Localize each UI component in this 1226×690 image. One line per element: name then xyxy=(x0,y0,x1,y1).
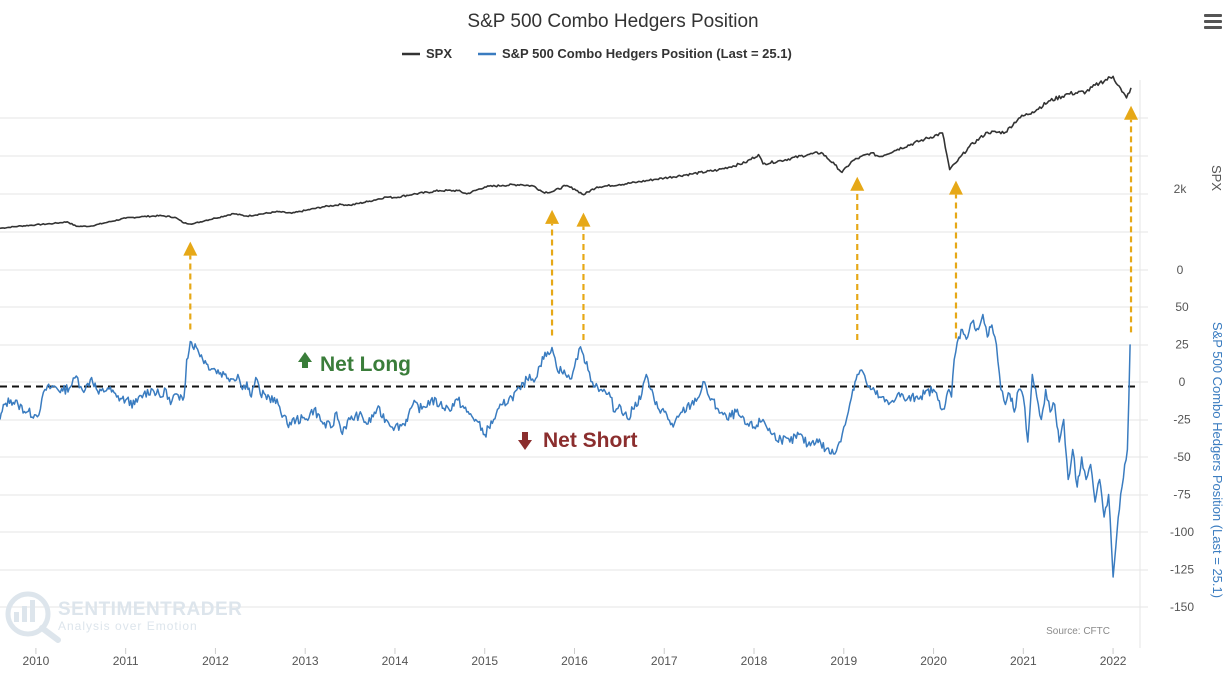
sentimentrader-logo-icon xyxy=(5,591,61,643)
x-tick-label: 2016 xyxy=(561,654,588,668)
hedgers-axis-title: S&P 500 Combo Hedgers Position (Last = 2… xyxy=(1210,322,1225,598)
spx-line xyxy=(0,75,1132,230)
spx-axis-title: SPX xyxy=(1209,165,1224,191)
net-short-label: Net Short xyxy=(543,429,638,452)
hedgers-tick-label: 25 xyxy=(1175,338,1189,352)
y-axis-left: 2k 0 SPX xyxy=(1174,165,1224,277)
hedgers-tick-label: 50 xyxy=(1175,300,1189,314)
hedgers-tick-label: -25 xyxy=(1173,413,1191,427)
legend-item-hedgers[interactable]: S&P 500 Combo Hedgers Position (Last = 2… xyxy=(478,46,792,61)
x-tick-label: 2018 xyxy=(741,654,768,668)
hedgers-tick-label: 0 xyxy=(1179,375,1186,389)
hedgers-tick-label: -50 xyxy=(1173,450,1191,464)
signal-arrow-head-icon xyxy=(183,241,198,256)
hedgers-tick-label: -125 xyxy=(1170,563,1194,577)
down-arrow-icon xyxy=(518,432,532,450)
hedgers-tick-label: -75 xyxy=(1173,488,1191,502)
hedgers-tick-label: -100 xyxy=(1170,525,1194,539)
x-tick-label: 2022 xyxy=(1100,654,1127,668)
source-label: Source: CFTC xyxy=(1046,626,1110,637)
x-tick-label: 2014 xyxy=(382,654,409,668)
signal-arrow-head-icon xyxy=(1124,105,1139,120)
legend-item-spx[interactable]: SPX xyxy=(402,46,452,61)
legend-label-hedgers: S&P 500 Combo Hedgers Position (Last = 2… xyxy=(502,46,792,61)
x-tick-label: 2020 xyxy=(920,654,947,668)
signal-arrow-head-icon xyxy=(545,209,560,224)
x-axis: 2010 2011 2012 2013 2014 2015 2016 2017 2018 2019… xyxy=(23,648,1127,668)
x-tick-label: 2012 xyxy=(202,654,229,668)
watermark-tagline: Analysis over Emotion xyxy=(58,619,198,633)
watermark-brand: SENTIMENTRADER xyxy=(58,599,242,620)
net-long-label: Net Long xyxy=(320,353,411,376)
series-layer xyxy=(0,75,1132,578)
annotations: Net Long Net Short xyxy=(298,352,638,452)
signal-arrow-head-icon xyxy=(850,176,865,191)
up-arrow-icon xyxy=(298,352,312,368)
chart-title: S&P 500 Combo Hedgers Position xyxy=(467,11,758,32)
y-axis-right: 50 25 0 -25 -50 -75 -100 -125 -150 S&P 500 Combo … xyxy=(1170,300,1225,614)
signal-arrow-head-icon xyxy=(948,180,963,195)
signal-arrow-head-icon xyxy=(576,212,591,227)
chart-menu-button[interactable] xyxy=(1204,14,1222,32)
legend: SPX S&P 500 Combo Hedgers Position (Last… xyxy=(402,46,792,61)
hedgers-position-line xyxy=(0,313,1131,578)
spx-tick-label: 0 xyxy=(1177,263,1184,277)
spx-tick-label: 2k xyxy=(1174,182,1188,196)
x-tick-label: 2010 xyxy=(23,654,50,668)
x-tick-label: 2019 xyxy=(830,654,857,668)
x-tick-label: 2015 xyxy=(471,654,498,668)
grid xyxy=(0,80,1148,648)
x-tick-label: 2017 xyxy=(651,654,678,668)
x-tick-label: 2013 xyxy=(292,654,319,668)
x-tick-label: 2011 xyxy=(113,654,139,668)
x-tick-label: 2021 xyxy=(1010,654,1037,668)
hedgers-tick-label: -150 xyxy=(1170,600,1194,614)
menu-icon xyxy=(1204,14,1222,17)
watermark: SENTIMENTRADER Analysis over Emotion xyxy=(5,591,242,643)
arrows-layer xyxy=(183,105,1139,340)
legend-label-spx: SPX xyxy=(426,46,452,61)
